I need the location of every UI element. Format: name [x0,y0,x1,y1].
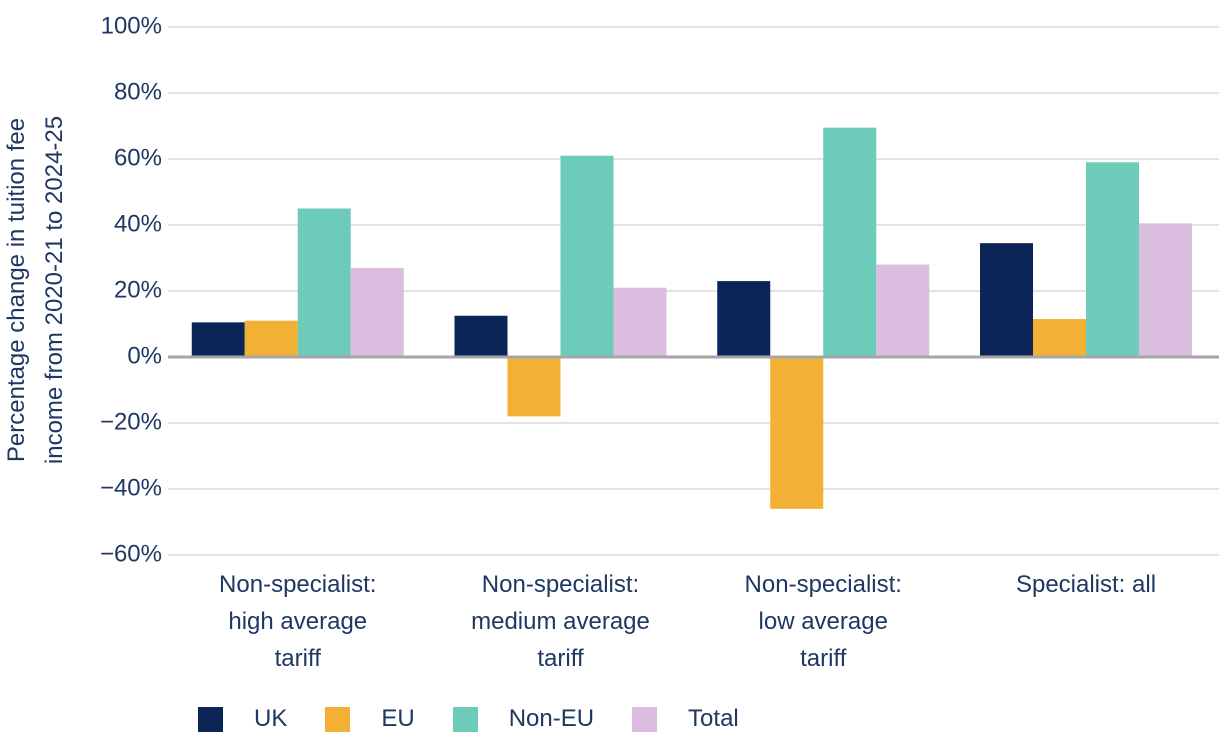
bar [350,267,404,357]
bar [297,208,351,357]
bar [244,320,298,357]
bar [613,287,667,357]
legend-item: Non-EU [452,705,595,733]
y-tick-label: −40% [100,474,162,501]
bar [454,315,508,357]
bar [507,357,561,417]
bar [876,264,930,357]
x-tick-label: Non-specialist: medium average tariff [471,571,650,672]
bar [1139,223,1192,357]
bar [717,281,771,357]
x-tick-label: Non-specialist: low average tariff [744,571,902,672]
bar [980,243,1033,357]
y-tick-label: 40% [114,210,162,237]
bar [823,127,877,358]
y-tick-label: 20% [114,276,162,303]
legend-swatch [198,706,223,732]
x-tick-label: Specialist: all [1015,571,1157,598]
y-tick-label: −20% [100,408,162,435]
y-tick-label: 0% [127,342,162,369]
legend-label: EU [381,705,415,732]
legend-label: Non-EU [508,705,595,732]
bar [191,322,245,357]
y-tick-label: 60% [114,144,162,171]
legend-swatch [325,706,351,732]
bar [560,155,614,357]
legend-label: Total [688,705,739,732]
legend-item: EU [325,705,415,733]
x-tick-label: Non-specialist: high average tariff [219,571,377,672]
legend-item: UK [198,705,287,733]
legend: UK EU Non-EU Total [198,705,777,733]
bar [1086,162,1139,357]
legend-label: UK [254,705,288,732]
y-tick-label: −60% [100,540,162,567]
legend-swatch [632,706,658,732]
bar [770,357,824,509]
legend-item: Total [632,705,739,733]
y-tick-label: 80% [114,78,162,105]
bar [1033,319,1086,357]
y-tick-label: 100% [101,12,162,39]
y-axis-title: Percentage change in tuition fee income … [3,115,68,465]
legend-swatch [452,706,478,732]
